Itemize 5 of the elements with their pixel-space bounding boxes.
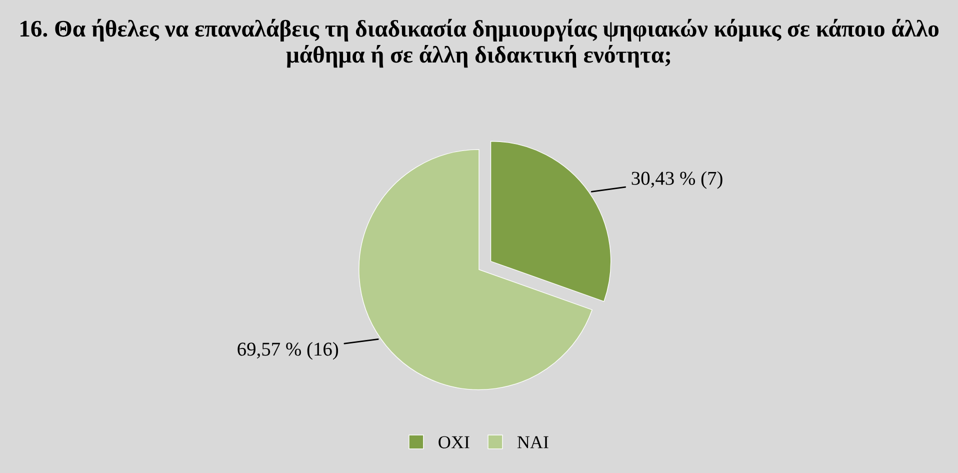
chart-title: 16. Θα ήθελες να επαναλάβεις τη διαδικασία δημιουργίας ψηφιακών κόμικς σε κάποιο άλλο μάθημα ή σε άλλη διδακτική ενότητα; [20, 18, 938, 68]
data-label: 30,43 % (7) [632, 171, 722, 189]
data-label: 69,57 % (16) [238, 342, 338, 360]
legend-label: ΟΧΙ [438, 436, 470, 448]
legend-label: ΝΑΙ [517, 436, 548, 448]
